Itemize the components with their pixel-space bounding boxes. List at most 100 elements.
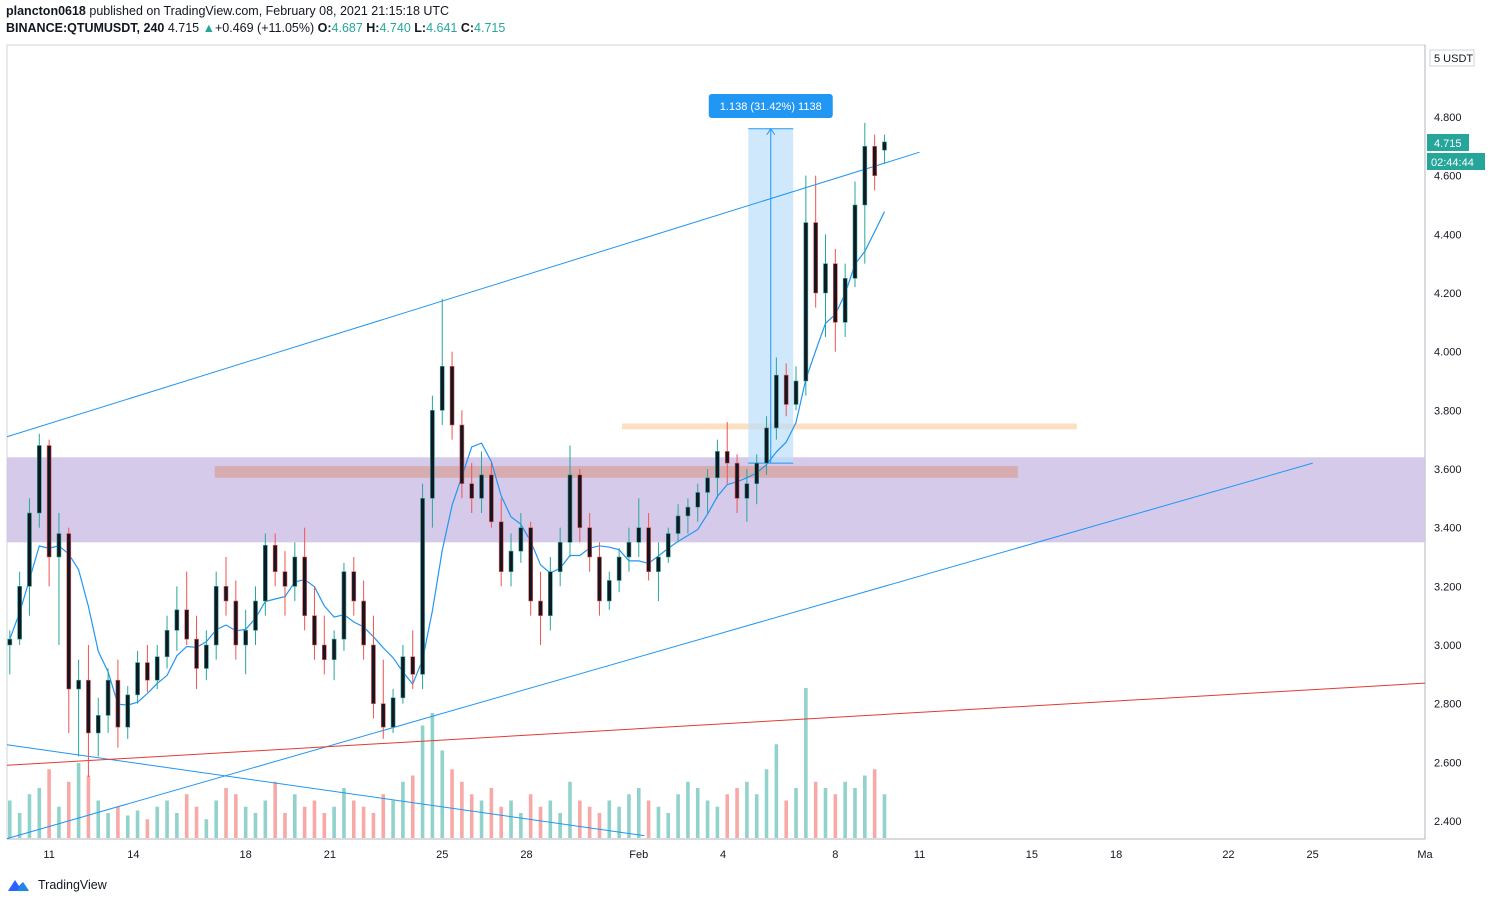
volume-bar — [342, 788, 346, 838]
low-label: L: — [414, 21, 427, 35]
orange-band — [621, 423, 1077, 430]
candle-body — [882, 141, 887, 151]
volume-bar — [695, 788, 700, 838]
volume-bar — [489, 788, 494, 838]
candle-body — [567, 474, 573, 543]
candle-body — [95, 715, 101, 734]
candle-body — [597, 556, 602, 602]
open-label: O: — [317, 21, 332, 35]
low-value: 4.641 — [426, 21, 458, 35]
volume-bar — [410, 775, 415, 838]
volume-bar — [312, 800, 317, 838]
volume-bar — [351, 800, 356, 838]
candle-body — [774, 374, 779, 429]
candle-body — [420, 498, 425, 675]
axis-unit-box — [1429, 49, 1475, 67]
volume-bar — [145, 819, 150, 838]
candle-body — [380, 703, 386, 728]
candle-body — [282, 571, 288, 587]
candle-body — [528, 527, 533, 602]
candle-body — [105, 679, 111, 716]
footer-brand[interactable]: TradingView — [8, 878, 107, 892]
time-tick-label: 18 — [240, 849, 252, 861]
volume-bar — [401, 781, 405, 838]
time-tick-label: 4 — [720, 849, 726, 861]
volume-bar — [224, 788, 228, 838]
volume-bar — [754, 794, 759, 838]
volume-bar — [184, 794, 189, 838]
volume-bar — [833, 794, 838, 838]
volume-bar — [430, 713, 435, 838]
price-tick-label: 4.200 — [1434, 288, 1462, 300]
candle-body — [498, 521, 504, 572]
price-tick-label: 4.800 — [1434, 112, 1462, 124]
candle-body — [508, 550, 514, 572]
candle-body — [263, 544, 268, 602]
close-label: C: — [460, 21, 475, 35]
candle-body — [292, 556, 298, 587]
candle-body — [715, 451, 720, 479]
volume-bar — [745, 781, 749, 838]
volume-bar — [784, 800, 788, 838]
price-tick-label: 4.000 — [1434, 347, 1462, 359]
support-line — [6, 682, 1426, 766]
candle-body — [135, 662, 140, 696]
volume-bar — [558, 813, 562, 838]
volume-bar — [479, 800, 484, 838]
candle-body — [7, 638, 13, 646]
candle-body — [538, 600, 543, 616]
volume-bar — [125, 815, 130, 838]
volume-bar — [725, 794, 730, 838]
author-name[interactable]: plancton0618 — [6, 4, 86, 18]
candle-body — [616, 556, 622, 581]
candle-body — [125, 694, 131, 728]
up-arrow-icon: ▲ — [202, 21, 215, 35]
volume-bar — [86, 775, 91, 838]
candle-body — [793, 380, 799, 405]
candle-body — [685, 506, 691, 517]
volume-bar — [450, 769, 454, 838]
symbol-label[interactable]: BINANCE:QTUMUSDT, 240 — [6, 21, 165, 35]
volume-bar — [794, 788, 798, 838]
volume-bar — [528, 794, 533, 838]
candle-body — [174, 609, 180, 631]
candle-body — [557, 542, 563, 572]
candle-body — [312, 615, 317, 646]
volume-bar — [863, 775, 867, 838]
candle-body — [76, 679, 81, 690]
price-tick-label: 4.600 — [1434, 171, 1462, 183]
candle-body — [734, 462, 740, 499]
publish-info: plancton0618 published on TradingView.co… — [6, 4, 449, 18]
arrow-up-icon — [766, 127, 776, 136]
candle-body — [724, 451, 730, 464]
close-value: 4.715 — [474, 21, 506, 35]
candle-body — [17, 586, 22, 640]
volume-bar — [715, 806, 720, 838]
price-tick-label: 3.600 — [1434, 464, 1462, 476]
candle-body — [302, 556, 307, 616]
time-tick-label: 28 — [520, 849, 532, 861]
volume-bar — [686, 781, 690, 838]
volume-bar — [273, 781, 277, 838]
candle-body — [164, 630, 170, 658]
candle-body — [656, 556, 661, 572]
volume-bar — [302, 806, 307, 838]
volume-bar — [76, 763, 81, 838]
volume-bar — [234, 794, 238, 838]
price-tick-label: 3.200 — [1434, 581, 1462, 593]
candle-body — [606, 580, 612, 602]
volume-bar — [8, 800, 12, 838]
volume-bar — [57, 806, 61, 838]
candle-body — [764, 427, 769, 464]
candle-body — [223, 586, 229, 602]
price-tick-label: 4.400 — [1434, 229, 1462, 241]
candle-body — [469, 483, 475, 499]
volume-bar — [263, 800, 268, 838]
descending-line — [6, 744, 645, 837]
candle-body — [459, 424, 465, 484]
volume-bar — [17, 813, 22, 838]
volume-bar — [843, 781, 847, 838]
volume-bar — [804, 688, 808, 838]
candle-body — [754, 462, 760, 484]
